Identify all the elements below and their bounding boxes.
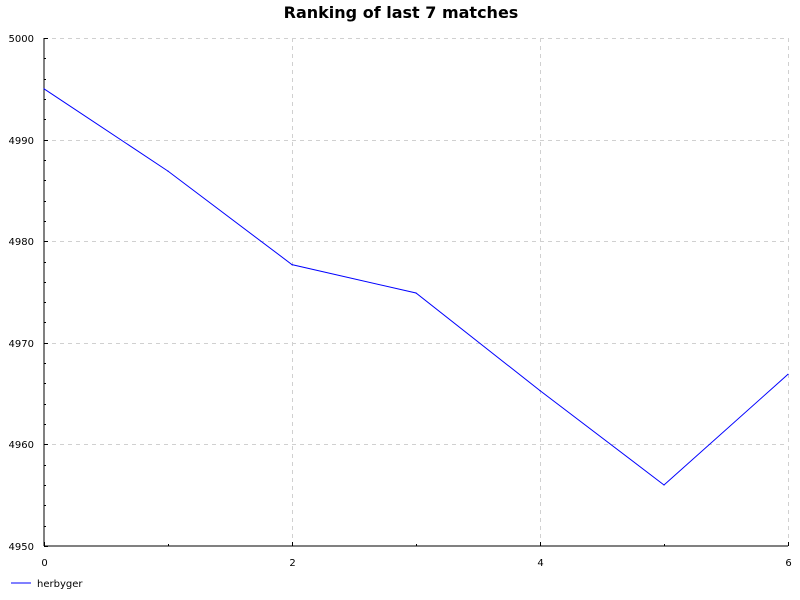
ticks: 4950 4960 4970 4980 4990 5000 0 2 4 6: [9, 34, 792, 569]
y-tick-label: 4990: [9, 136, 34, 147]
chart-title: Ranking of last 7 matches: [284, 3, 519, 22]
y-tick-label: 5000: [9, 34, 34, 45]
x-tick-label: 4: [537, 558, 543, 569]
data-point: [415, 292, 417, 294]
series-line: [43, 88, 789, 486]
axes: [43, 38, 788, 547]
data-point: [539, 390, 541, 392]
x-tick-label: 0: [41, 558, 47, 569]
y-tick-label: 4980: [9, 237, 34, 248]
legend-label: herbyger: [37, 579, 83, 590]
x-tick-label: 2: [289, 558, 295, 569]
data-point: [663, 484, 665, 486]
y-tick-label: 4960: [9, 440, 34, 451]
data-point: [167, 170, 169, 172]
data-point: [43, 88, 45, 90]
grid: [44, 38, 789, 546]
legend: herbyger: [11, 579, 83, 590]
y-tick-label: 4950: [9, 542, 34, 553]
x-tick-label: 6: [785, 558, 791, 569]
data-point: [291, 264, 293, 266]
series: [43, 88, 789, 486]
y-tick-label: 4970: [9, 339, 34, 350]
data-point: [787, 373, 789, 375]
